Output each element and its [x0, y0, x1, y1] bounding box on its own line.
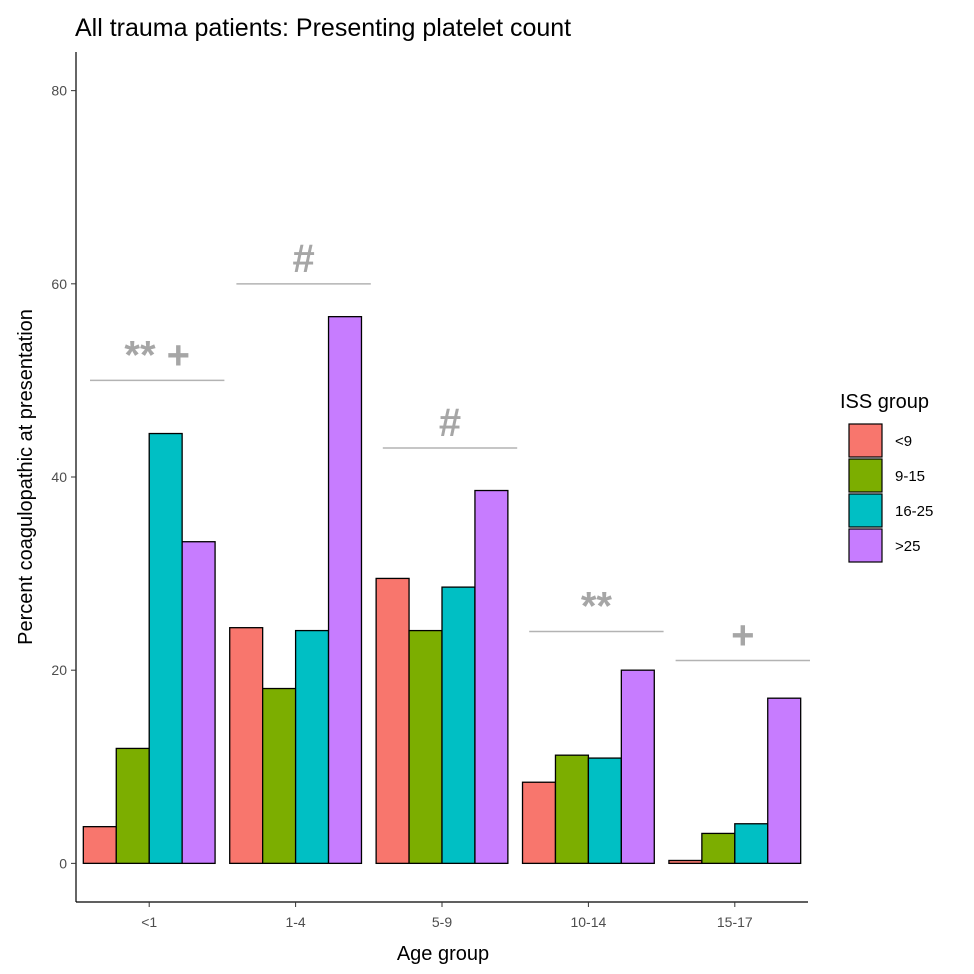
bar [474, 489, 509, 865]
annotation-label: # [439, 401, 461, 445]
axes-layer: 0 20 40 60 80 <1 1-4 5-9 10-14 15-17 [51, 52, 808, 930]
bar [668, 859, 703, 865]
legend-key [848, 493, 883, 528]
x-axis-title: Age group [397, 943, 489, 965]
legend-title: ISS group [840, 391, 929, 413]
bar [294, 629, 330, 865]
bar [82, 826, 117, 865]
bar [441, 586, 476, 865]
bar [620, 669, 655, 865]
x-tick-label: 5-9 [432, 914, 452, 930]
bar [148, 432, 183, 865]
x-tick-label: 15-17 [717, 914, 753, 930]
bar [521, 781, 557, 865]
x-tick-label: 10-14 [570, 914, 606, 930]
bar [767, 697, 802, 865]
y-tick-label: 0 [59, 855, 67, 871]
y-tick-label: 20 [51, 662, 67, 678]
annotation-label: # [292, 237, 314, 281]
y-tick-label: 60 [51, 276, 67, 292]
x-tick-label: 1-4 [285, 914, 305, 930]
annotation-label: ** [581, 585, 613, 629]
bars-layer [82, 316, 802, 865]
bar [701, 832, 736, 865]
x-tick-label: <1 [141, 914, 157, 930]
bar [229, 627, 264, 865]
y-axis-title: Percent coagulopathic at presentation [15, 309, 37, 645]
annotation-label: ** + [124, 333, 190, 377]
bar [115, 747, 150, 865]
legend-key [848, 458, 883, 493]
bar [375, 577, 410, 865]
bar [327, 316, 363, 865]
annotation-label: + [731, 614, 754, 658]
bar [408, 629, 443, 865]
legend: ISS group <9 9-15 16-25 >25 [840, 391, 933, 563]
legend-label: >25 [895, 538, 920, 555]
legend-label: <9 [895, 433, 912, 450]
bar [262, 687, 297, 865]
y-tick-label: 40 [51, 469, 67, 485]
legend-key [848, 528, 883, 563]
legend-key [848, 423, 883, 458]
y-tick-label: 80 [51, 83, 67, 99]
legend-label: 16-25 [895, 503, 933, 520]
chart-title: All trauma patients: Presenting platelet… [75, 14, 571, 42]
bar [734, 823, 769, 865]
bar [181, 541, 216, 865]
bar [587, 757, 622, 865]
legend-label: 9-15 [895, 468, 925, 485]
bar [554, 754, 590, 865]
significance-annotations: ** + # # ** + [90, 237, 810, 662]
